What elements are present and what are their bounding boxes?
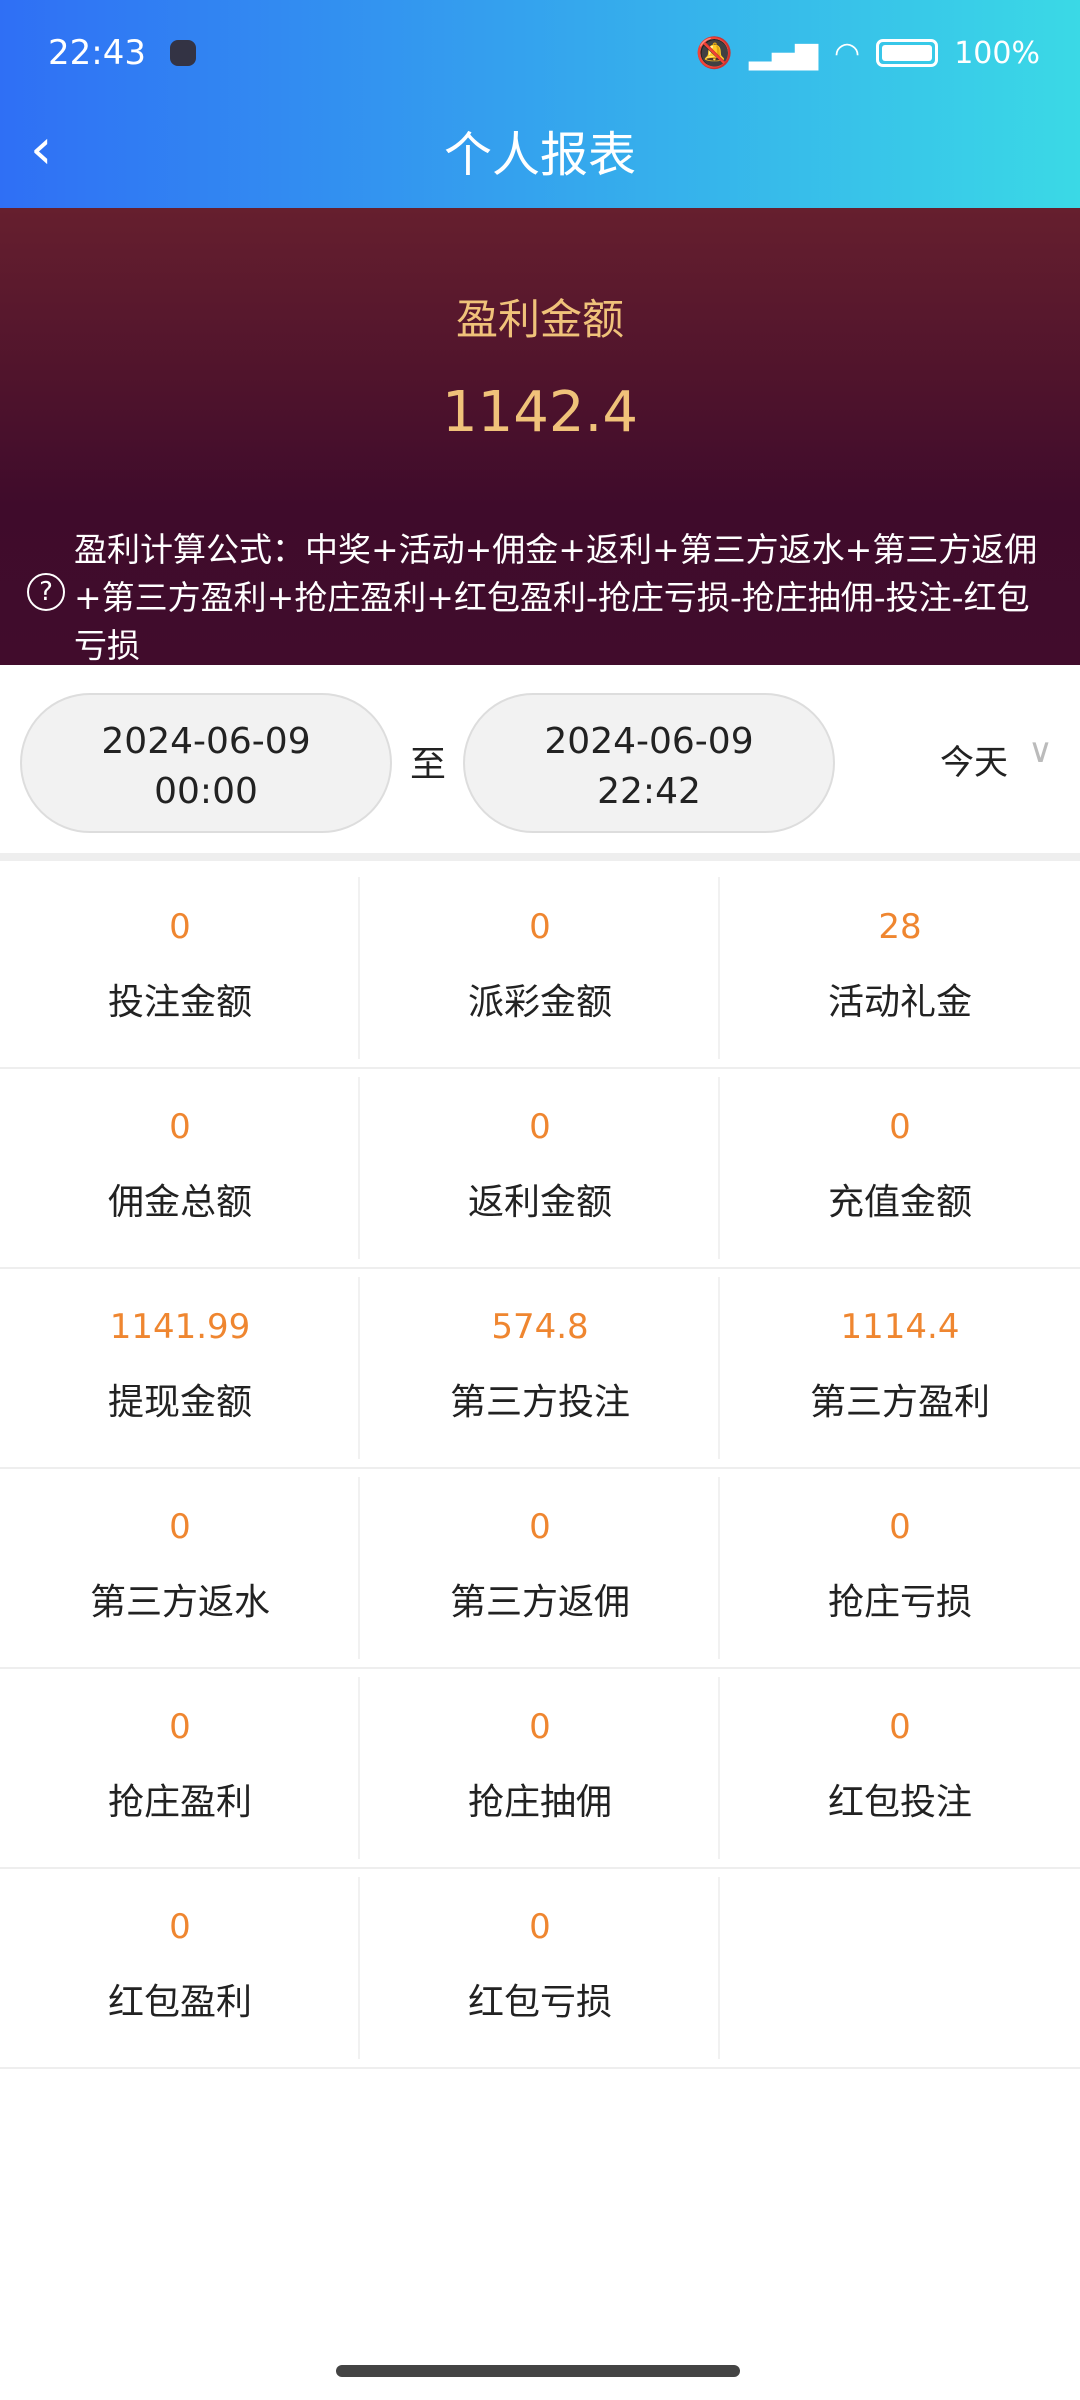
stat-value: 0 — [169, 1707, 191, 1747]
empty-cell — [720, 1869, 1080, 2069]
nav-bar: ‹ 个人报表 — [0, 100, 1080, 200]
profit-summary: 盈利金额 1142.4 ? 盈利计算公式：中奖+活动+佣金+返利+第三方返水+第… — [0, 208, 1080, 665]
profit-amount: 1142.4 — [442, 380, 638, 445]
stat-cell: 0 第三方返水 — [0, 1469, 360, 1669]
home-indicator[interactable] — [336, 2365, 740, 2377]
help-icon[interactable]: ? — [27, 573, 65, 611]
stat-value: 0 — [889, 1707, 911, 1747]
stat-cell: 0 抢庄亏损 — [720, 1469, 1080, 1669]
stat-label: 第三方返水 — [89, 1582, 270, 1623]
stat-label: 第三方投注 — [449, 1382, 630, 1423]
stat-label: 返利金额 — [467, 1182, 612, 1223]
stat-cell: 1141.99 提现金额 — [0, 1269, 360, 1469]
status-time: 22:43 — [48, 33, 146, 73]
stat-value: 1141.99 — [109, 1307, 251, 1347]
stat-cell: 574.8 第三方投注 — [360, 1269, 720, 1469]
stat-cell: 0 佣金总额 — [0, 1069, 360, 1269]
stat-cell: 0 充值金额 — [720, 1069, 1080, 1269]
stat-cell: 0 投注金额 — [0, 869, 360, 1069]
stat-value: 1114.4 — [840, 1307, 960, 1347]
stat-value: 0 — [889, 1107, 911, 1147]
status-bar: 22:43 🔕 ▂▄▆ ◠ 100% — [48, 28, 1040, 78]
stat-label: 第三方盈利 — [809, 1382, 990, 1423]
stat-label: 佣金总额 — [107, 1182, 252, 1223]
stat-label: 提现金额 — [107, 1382, 252, 1423]
range-separator: 至 — [410, 744, 447, 785]
stat-label: 红包投注 — [827, 1782, 972, 1823]
notification-app-icon — [169, 40, 196, 66]
date-range: 2024-06-09 00:00 至 2024-06-09 22:42 今天 ∨ — [0, 665, 1080, 861]
stat-value: 0 — [169, 1507, 191, 1547]
stat-value: 574.8 — [491, 1307, 589, 1347]
range-preset-dropdown[interactable]: 今天 — [940, 743, 1008, 783]
stat-cell: 1114.4 第三方盈利 — [720, 1269, 1080, 1469]
stat-value: 0 — [889, 1507, 911, 1547]
stat-cell: 0 抢庄盈利 — [0, 1669, 360, 1869]
stat-cell: 0 红包盈利 — [0, 1869, 360, 2069]
stat-value: 0 — [169, 1907, 191, 1947]
battery-icon — [876, 39, 939, 67]
profit-formula: 盈利计算公式：中奖+活动+佣金+返利+第三方返水+第三方返佣+第三方盈利+抢庄盈… — [74, 530, 1038, 665]
chevron-down-icon[interactable]: ∨ — [1028, 731, 1053, 771]
stat-cell: 0 红包投注 — [720, 1669, 1080, 1869]
battery-level: 100% — [954, 35, 1040, 71]
stat-label: 红包盈利 — [107, 1982, 252, 2023]
profit-label: 盈利金额 — [455, 295, 624, 344]
stat-label: 抢庄亏损 — [827, 1582, 972, 1623]
stat-cell: 0 抢庄抽佣 — [360, 1669, 720, 1869]
stat-cell: 28 活动礼金 — [720, 869, 1080, 1069]
header: 22:43 🔕 ▂▄▆ ◠ 100% ‹ 个人报表 — [0, 0, 1080, 208]
signal-icon: ▂▄▆ — [748, 35, 819, 71]
end-date-button[interactable]: 2024-06-09 22:42 — [463, 693, 835, 833]
stat-cell: 0 红包亏损 — [360, 1869, 720, 2069]
stat-cell: 0 第三方返佣 — [360, 1469, 720, 1669]
bell-muted-icon: 🔕 — [695, 35, 733, 71]
stat-cell: 0 返利金额 — [360, 1069, 720, 1269]
back-button[interactable]: ‹ — [30, 117, 53, 182]
stat-value: 0 — [169, 1107, 191, 1147]
end-time: 22:42 — [597, 771, 701, 812]
stat-label: 红包亏损 — [467, 1982, 612, 2023]
stat-label: 充值金额 — [827, 1182, 972, 1223]
stats-grid: 0 投注金额 0 派彩金额 28 活动礼金 0 佣金总额 0 返利金额 0 充值金额 1141.99 提现… — [0, 869, 1080, 2069]
start-time: 00:00 — [154, 771, 258, 812]
stat-label: 抢庄盈利 — [107, 1782, 252, 1823]
stat-value: 0 — [529, 1107, 551, 1147]
stat-value: 0 — [529, 1707, 551, 1747]
stat-label: 投注金额 — [107, 982, 252, 1023]
stat-label: 抢庄抽佣 — [467, 1782, 612, 1823]
wifi-icon: ◠ — [834, 35, 861, 71]
end-date: 2024-06-09 — [544, 721, 754, 762]
stat-label: 派彩金额 — [467, 982, 612, 1023]
start-date: 2024-06-09 — [101, 721, 311, 762]
stat-value: 28 — [878, 907, 922, 947]
stat-value: 0 — [529, 1907, 551, 1947]
stat-label: 活动礼金 — [827, 982, 972, 1023]
page-title: 个人报表 — [443, 127, 636, 183]
stat-cell: 0 派彩金额 — [360, 869, 720, 1069]
stat-label: 第三方返佣 — [449, 1582, 630, 1623]
start-date-button[interactable]: 2024-06-09 00:00 — [20, 693, 392, 833]
stat-value: 0 — [529, 907, 551, 947]
stat-value: 0 — [169, 907, 191, 947]
stat-value: 0 — [529, 1507, 551, 1547]
